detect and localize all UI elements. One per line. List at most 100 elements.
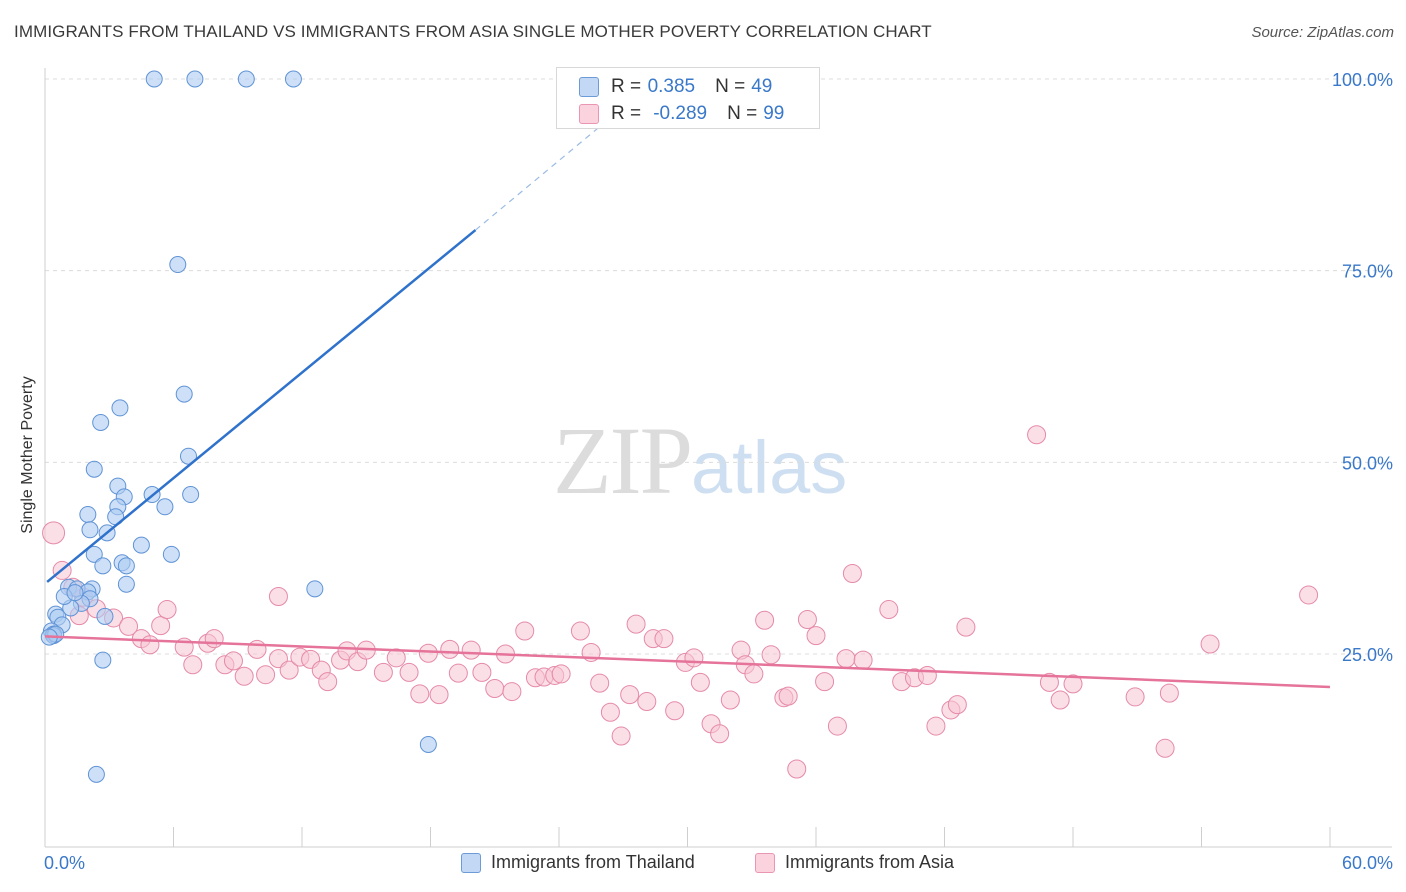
- asia-point: [1159, 683, 1179, 703]
- thailand-point: [156, 498, 174, 516]
- asia-point: [744, 664, 764, 684]
- asia-point: [268, 587, 288, 606]
- asia-point: [600, 702, 620, 722]
- watermark: ZIPatlas: [553, 405, 847, 516]
- asia-point: [1125, 687, 1145, 707]
- asia-point: [827, 716, 847, 736]
- asia-r-value: -0.289: [653, 103, 708, 124]
- thailand-point: [85, 545, 103, 563]
- asia-point: [157, 600, 177, 620]
- asia-point: [720, 690, 740, 710]
- asia-point: [690, 672, 710, 692]
- asia-point: [778, 686, 798, 706]
- asia-point: [684, 648, 704, 668]
- asia-point: [637, 692, 657, 712]
- legend-swatch-asia: [755, 852, 775, 873]
- asia-point: [1027, 425, 1047, 445]
- asia-n-value: 99: [763, 103, 785, 124]
- thailand-trend-line: [46, 229, 477, 583]
- thailand-point: [94, 557, 112, 575]
- thailand-point: [117, 557, 135, 575]
- asia-point: [440, 639, 460, 659]
- asia-point: [947, 695, 967, 715]
- asia-point: [879, 600, 899, 620]
- thailand-trend-extension: [475, 97, 635, 231]
- legend-label-thailand: Immigrants from Thailand: [491, 852, 695, 872]
- asia-point: [926, 716, 946, 736]
- x-tick-label: 0.0%: [44, 853, 85, 873]
- thailand-point: [419, 735, 437, 753]
- asia-swatch: [579, 104, 599, 124]
- y-tick-label: 50.0%: [1342, 453, 1393, 473]
- thailand-point: [79, 505, 97, 523]
- asia-point: [797, 610, 817, 629]
- asia-point: [787, 759, 807, 779]
- asia-point: [626, 614, 646, 634]
- asia-point: [815, 672, 835, 692]
- thailand-n-value: 49: [751, 76, 773, 97]
- asia-point: [183, 655, 203, 675]
- asia-point: [956, 617, 976, 637]
- asia-point: [429, 685, 449, 705]
- asia-point: [1200, 634, 1220, 654]
- asia-trend-line: [44, 635, 1331, 689]
- thailand-point: [92, 413, 110, 431]
- thailand-point: [111, 399, 129, 417]
- asia-point: [472, 662, 492, 682]
- stats-row-asia: R = -0.289 N = 99: [579, 101, 784, 127]
- asia-r-label: R =: [611, 103, 642, 124]
- asia-point: [515, 621, 535, 641]
- y-tick-label: 75.0%: [1342, 262, 1393, 282]
- y-tick-label: 100.0%: [1332, 70, 1393, 90]
- asia-point: [570, 621, 590, 641]
- asia-point: [755, 610, 775, 630]
- asia-point: [485, 679, 505, 698]
- thailand-point: [306, 580, 324, 598]
- asia-n-label: N =: [727, 103, 758, 124]
- asia-point: [502, 682, 522, 702]
- asia-point: [1063, 674, 1083, 694]
- thailand-point: [145, 70, 163, 88]
- chart-title: IMMIGRANTS FROM THAILAND VS IMMIGRANTS F…: [14, 22, 932, 41]
- asia-point: [665, 701, 685, 721]
- asia-point: [461, 640, 481, 660]
- asia-point: [204, 629, 224, 649]
- asia-point: [611, 726, 631, 746]
- x-tick-label: 60.0%: [1342, 853, 1393, 873]
- thailand-point: [132, 536, 150, 554]
- asia-point: [1050, 690, 1070, 710]
- asia-point: [1299, 585, 1319, 605]
- asia-point: [853, 650, 873, 670]
- thailand-point: [66, 584, 84, 602]
- asia-point: [917, 665, 937, 685]
- watermark-atlas: atlas: [691, 426, 848, 509]
- asia-point: [119, 616, 139, 636]
- legend-item-asia[interactable]: Immigrants from Asia: [755, 852, 954, 873]
- thailand-point: [96, 607, 114, 625]
- asia-point: [42, 521, 66, 545]
- stats-legend: R = 0.385 N = 49 R = -0.289 N = 99: [556, 67, 820, 129]
- thailand-point: [186, 70, 204, 88]
- asia-point: [590, 673, 610, 693]
- asia-point: [386, 648, 406, 668]
- asia-point: [399, 662, 419, 682]
- thailand-point: [284, 70, 302, 88]
- asia-point: [806, 626, 826, 646]
- thailand-r-label: R =: [611, 76, 642, 97]
- asia-point: [223, 651, 243, 671]
- legend-label-asia: Immigrants from Asia: [785, 852, 955, 872]
- legend-item-thailand[interactable]: Immigrants from Thailand: [461, 852, 695, 873]
- bottom-legend: Immigrants from Thailand Immigrants from…: [0, 850, 1406, 880]
- stats-row-thailand: R = 0.385 N = 49: [579, 74, 772, 100]
- asia-point: [373, 662, 393, 682]
- asia-point: [551, 664, 571, 684]
- thailand-point: [169, 256, 187, 274]
- thailand-point: [81, 521, 99, 539]
- thailand-point: [175, 385, 193, 403]
- asia-point: [1039, 672, 1059, 692]
- thailand-point: [237, 70, 255, 88]
- asia-point: [620, 685, 640, 705]
- thailand-point: [117, 575, 135, 593]
- asia-point: [318, 672, 338, 692]
